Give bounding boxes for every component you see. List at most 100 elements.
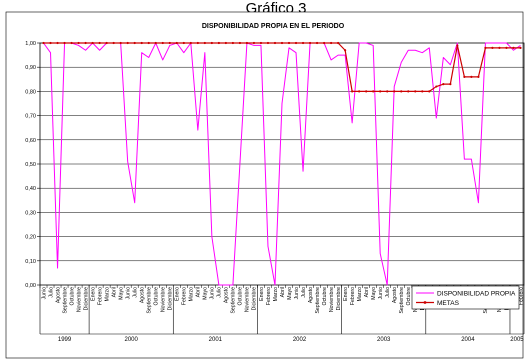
- xtick-label: Abril: [364, 287, 370, 297]
- xtick-label: Mayo: [118, 287, 124, 300]
- xtick-label: Enero: [343, 287, 349, 301]
- ytick-label: 0,60: [25, 138, 36, 144]
- metas-point: [449, 83, 452, 86]
- xtick-label: Septiembre: [399, 287, 405, 314]
- metas-point: [210, 41, 213, 45]
- metas-point: [126, 41, 129, 45]
- xtick-label: Octubre: [406, 287, 412, 306]
- ytick-label: 0,20: [25, 235, 36, 241]
- metas-point: [203, 41, 206, 45]
- metas-point: [386, 90, 389, 93]
- metas-point: [245, 41, 249, 45]
- xtick-label: Junio: [210, 287, 216, 300]
- xtick-label: Octubre: [154, 287, 160, 306]
- metas-point: [344, 49, 347, 52]
- xtick-label: Noviembre: [329, 287, 335, 312]
- metas-point: [505, 46, 508, 49]
- xtick-label: Febrero: [518, 287, 524, 305]
- ytick-label: 0,70: [25, 114, 36, 120]
- xtick-label: Julio: [301, 287, 307, 298]
- metas-point: [133, 41, 136, 45]
- metas-point: [63, 41, 66, 45]
- xtick-label: Junio: [125, 287, 131, 300]
- xtick-label: Marzo: [273, 287, 279, 302]
- ytick-label: 1,00: [25, 41, 36, 47]
- xtick-label: Mayo: [287, 287, 293, 300]
- metas-point: [315, 41, 319, 45]
- xtick-label: Julio: [385, 287, 391, 298]
- metas-point: [330, 41, 333, 45]
- xtick-label: Octubre: [238, 287, 244, 306]
- xtick-label: Junio: [294, 287, 300, 300]
- metas-point: [301, 41, 305, 45]
- metas-point: [491, 46, 494, 49]
- xtick-label: Agosto: [55, 287, 61, 303]
- xtick-label: Agosto: [392, 287, 398, 303]
- year-label: 2000: [125, 337, 139, 343]
- metas-point: [266, 41, 270, 45]
- metas-point: [421, 90, 424, 93]
- xtick-label: Abril: [111, 287, 117, 297]
- xtick-label: Agosto: [140, 287, 146, 303]
- year-label: 2004: [461, 337, 475, 343]
- metas-point: [287, 41, 291, 45]
- metas-point: [273, 41, 277, 45]
- year-label: 2003: [377, 337, 391, 343]
- ytick-label: 0,10: [25, 259, 36, 265]
- xtick-label: Agosto: [308, 287, 314, 303]
- metas-point: [463, 75, 466, 78]
- xtick-label: Septiembre: [231, 287, 237, 314]
- metas-point: [70, 41, 73, 45]
- metas-point: [259, 41, 263, 45]
- metas-point: [147, 41, 150, 45]
- metas-point: [294, 41, 298, 45]
- metas-point: [322, 41, 326, 45]
- ytick-label: 0,40: [25, 186, 36, 192]
- metas-point: [428, 90, 431, 93]
- year-label: 2005: [510, 337, 524, 343]
- ytick-label: 0,30: [25, 210, 36, 216]
- xtick-label: Agosto: [224, 287, 230, 303]
- metas-point: [140, 41, 143, 45]
- series-line-disponibilidad: [43, 42, 521, 286]
- xtick-label: Mayo: [371, 287, 377, 300]
- xtick-label: Septiembre: [62, 287, 68, 314]
- metas-point: [196, 41, 199, 45]
- metas-point: [456, 44, 459, 47]
- metas-point: [231, 41, 234, 45]
- series-layer: [42, 41, 522, 286]
- xtick-label: Septiembre: [315, 287, 321, 314]
- metas-point: [217, 41, 220, 45]
- metas-point: [435, 85, 438, 88]
- metas-point: [112, 41, 115, 45]
- xtick-label: Diciembre: [252, 287, 258, 310]
- xtick-label: Septiembre: [147, 287, 153, 314]
- metas-point: [393, 90, 396, 93]
- year-axis: 1999 2000 2001 2002 2003 2004 2005: [39, 285, 524, 343]
- metas-point: [351, 90, 354, 93]
- metas-point: [358, 90, 361, 93]
- xtick-label: Febrero: [97, 287, 103, 305]
- metas-point: [442, 83, 445, 86]
- xtick-label: Abril: [280, 287, 286, 297]
- xtick-label: Diciembre: [336, 287, 342, 310]
- legend-label-disponibilidad: DISPONIBILIDAD PROPIA: [437, 291, 516, 298]
- xtick-label: Enero: [90, 287, 96, 301]
- metas-point: [182, 41, 185, 45]
- ytick-label: 0,90: [25, 65, 36, 71]
- xtick-label: Febrero: [182, 287, 188, 305]
- xtick-label: Julio: [48, 287, 54, 298]
- xtick-label: Abril: [196, 287, 202, 297]
- xtick-label: Octubre: [322, 287, 328, 306]
- metas-point: [189, 41, 192, 45]
- xtick-label: Noviembre: [76, 287, 82, 312]
- xtick-label: Julio: [132, 287, 138, 298]
- legend-marker-metas: [423, 301, 427, 304]
- metas-point: [77, 41, 80, 45]
- metas-point: [308, 41, 312, 45]
- chart-title: DISPONIBILIDAD PROPIA EN EL PERIODO: [202, 23, 345, 30]
- metas-point: [252, 41, 256, 45]
- xtick-label: Enero: [259, 287, 265, 301]
- metas-point: [414, 90, 417, 93]
- ytick-label: 0,00: [25, 283, 36, 289]
